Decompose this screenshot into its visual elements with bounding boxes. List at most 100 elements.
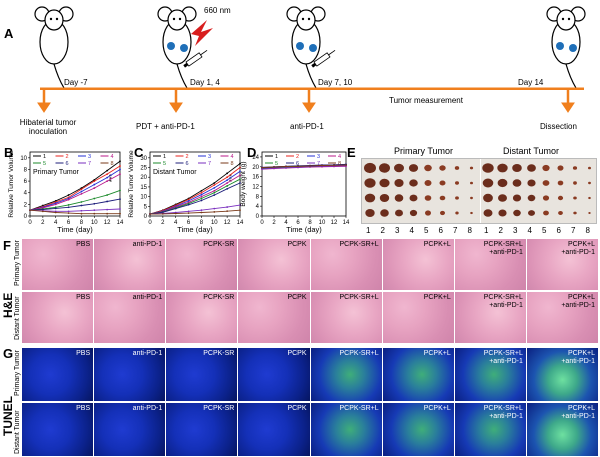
panel-label-f: F — [3, 238, 11, 253]
data-point — [226, 210, 229, 213]
panel-label-c: C — [134, 145, 144, 160]
data-point — [149, 213, 151, 215]
data-point — [29, 209, 31, 212]
data-point — [67, 194, 70, 196]
tumor-specimen — [425, 210, 431, 216]
data-point — [106, 180, 109, 182]
y-tick-label: 6 — [24, 179, 28, 185]
data-point — [273, 167, 275, 170]
y-tick-label: 20 — [252, 165, 259, 171]
tumor-specimen — [512, 194, 522, 202]
tunel-primary-tile: PCPK+L — [382, 348, 455, 401]
y-tick-label: 10 — [20, 156, 27, 162]
significance-label: *** — [229, 174, 236, 182]
y-tick-label: 20 — [140, 175, 147, 181]
data-point — [273, 166, 275, 168]
data-point — [200, 191, 203, 194]
tumor-specimen — [454, 166, 460, 170]
x-tick-label: 4 — [284, 220, 288, 226]
tumor-number-label: 7 — [571, 226, 576, 235]
data-point — [239, 209, 241, 212]
x-tick-label: 6 — [296, 220, 300, 226]
y-tick-label: 30 — [140, 156, 147, 162]
legend-label: 6 — [296, 161, 299, 167]
tumor-specimen — [440, 210, 445, 216]
y-tick-label: 4 — [24, 191, 28, 197]
tunel-primary-tile: PCPK+L +anti-PD-1 — [526, 348, 598, 401]
tumor-specimen — [470, 181, 473, 185]
tumor-photo-primary-label: Primary Tumor — [394, 146, 454, 156]
data-point — [67, 198, 70, 201]
series-line-8 — [261, 164, 347, 168]
data-point — [93, 187, 96, 189]
tumor-specimen — [379, 194, 390, 202]
data-point — [226, 206, 229, 208]
data-point — [93, 197, 96, 200]
data-point — [226, 187, 229, 190]
tunel-distant-row-label: Distant Tumor — [14, 410, 21, 454]
data-point — [119, 165, 121, 167]
tumor-specimen — [455, 196, 459, 200]
legend-label: 3 — [317, 154, 320, 160]
y-axis-label: Body weight (g) — [240, 161, 247, 206]
data-point — [80, 204, 83, 207]
tumor-specimen — [588, 166, 591, 170]
data-point — [106, 176, 109, 179]
data-point — [213, 211, 216, 213]
data-point — [93, 209, 96, 212]
y-tick-label: 0 — [144, 214, 148, 220]
tunel-primary-row: PBS anti-PD-1 PCPK-SR PCPK PCPK-SR+L PCP… — [22, 348, 598, 401]
y-tick-label: 8 — [24, 167, 28, 173]
tunel-distant-tile: PCPK-SR — [166, 403, 239, 456]
tumor-specimen — [409, 194, 418, 202]
panel-label-b: B — [4, 145, 14, 160]
data-point — [119, 168, 121, 171]
data-point — [174, 212, 177, 215]
chart-frame — [261, 151, 347, 217]
data-point — [213, 182, 216, 184]
data-point — [93, 212, 96, 215]
y-tick-label: 12 — [252, 184, 259, 190]
data-point — [67, 212, 70, 214]
data-point — [93, 202, 96, 205]
tumor-photo-divider — [480, 159, 481, 223]
tumor-specimen — [470, 196, 473, 200]
tumor-number-label: 6 — [438, 226, 443, 235]
data-point — [333, 164, 335, 167]
data-point — [213, 194, 216, 196]
tumor-number-label: 3 — [513, 226, 518, 235]
data-point — [67, 204, 70, 206]
day-label-3: Day 7, 10 — [318, 78, 353, 87]
series-line-6 — [29, 198, 121, 211]
he-primary-tile: anti-PD-1 — [94, 239, 167, 290]
tunel-distant-row: PBS anti-PD-1 PCPK-SR PCPK PCPK-SR+L PCP… — [22, 403, 598, 456]
step-pdt: PDT + anti-PD-1 — [136, 122, 195, 131]
tumor-specimen — [394, 163, 404, 173]
legend-label: 7 — [208, 161, 211, 167]
tumor-specimen — [513, 209, 521, 217]
data-point — [119, 173, 121, 176]
legend-label: 7 — [317, 161, 320, 167]
tumor-specimen — [424, 195, 432, 201]
legend-label: 2 — [296, 154, 299, 160]
data-point — [239, 174, 241, 177]
x-axis-label: Time (day) — [177, 225, 213, 234]
he-label: H&E — [1, 292, 15, 318]
tumor-specimens — [364, 162, 591, 217]
tunel-distant-tile: PCPK+L — [382, 403, 455, 456]
series-line-6 — [149, 182, 241, 215]
tumor-specimen — [527, 164, 536, 172]
panel-label-e: E — [347, 145, 356, 160]
data-point — [200, 193, 203, 196]
data-point — [239, 182, 241, 184]
tumor-number-label: 6 — [556, 226, 561, 235]
tumor-specimen — [557, 165, 564, 171]
legend-label: 3 — [208, 154, 211, 160]
tumor-specimen — [527, 179, 536, 187]
panel-label-d: D — [247, 145, 257, 160]
tumor-specimen — [543, 210, 549, 216]
y-tick-label: 10 — [140, 195, 147, 201]
he-primary-tile: PCPK-SR+L +anti-PD-1 — [454, 239, 527, 290]
